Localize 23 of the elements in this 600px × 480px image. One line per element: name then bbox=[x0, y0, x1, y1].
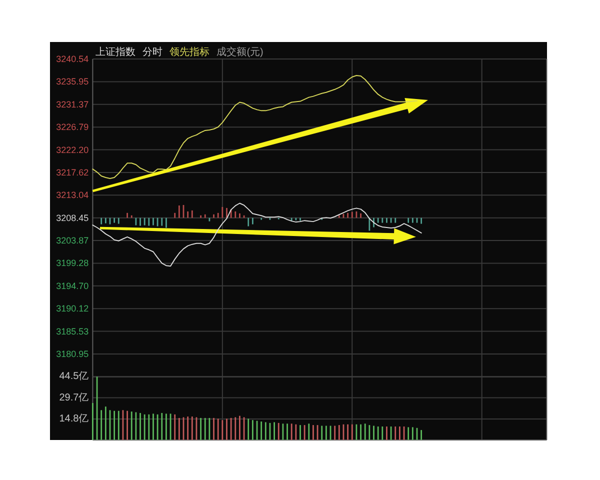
text: 成交额(元) bbox=[216, 46, 264, 58]
y-tick-label: 3208.45 bbox=[56, 212, 89, 223]
y-tick-label: 29.7亿 bbox=[59, 392, 89, 404]
y-tick-label: 3194.70 bbox=[56, 280, 89, 291]
line-series bbox=[92, 202, 422, 267]
y-tick-label: 3231.37 bbox=[56, 99, 89, 110]
y-tick-label: 3180.95 bbox=[56, 348, 89, 359]
y-tick-label: 3185.53 bbox=[56, 326, 89, 336]
y-tick-label: 14.8亿 bbox=[59, 413, 89, 424]
y-tick-label: 3222.20 bbox=[56, 144, 89, 155]
y-tick-label: 3213.04 bbox=[56, 190, 89, 200]
y-tick-label: 3217.62 bbox=[56, 167, 89, 178]
chart-title: 上证指数 bbox=[96, 46, 136, 58]
y-tick-label: 3226.79 bbox=[56, 122, 89, 132]
y-tick-label: 44.5亿 bbox=[59, 371, 89, 382]
chart-subtitle: 分时 bbox=[142, 46, 163, 58]
line-series bbox=[92, 75, 418, 179]
y-tick-label: 3235.95 bbox=[56, 76, 89, 87]
y-tick-label: 3240.54 bbox=[56, 54, 89, 64]
y-tick-label: 3203.87 bbox=[56, 236, 89, 246]
y-tick-label: 3199.28 bbox=[56, 258, 89, 268]
y-tick-label: 3190.12 bbox=[56, 304, 89, 314]
text: 领先指标 bbox=[170, 46, 210, 58]
